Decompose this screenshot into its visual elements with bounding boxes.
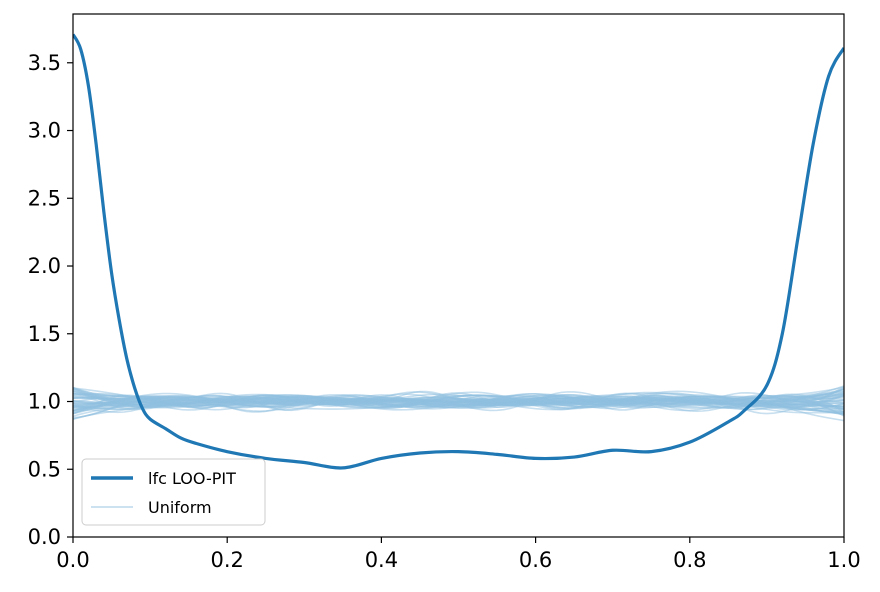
legend-box [81,458,266,526]
y-tick-label: 3.5 [28,51,61,75]
plot-frame [72,13,845,538]
y-tick-label: 1.0 [28,390,61,414]
y-tick-label: 2.0 [28,254,61,278]
x-tick-label: 1.0 [827,548,860,572]
x-tick-label: 0.0 [56,548,89,572]
y-tick-label: 2.5 [28,186,61,210]
series-lines [73,33,844,470]
y-tick-label: 3.0 [28,119,61,143]
y-tick-label: 0.5 [28,457,61,481]
y-tick-label: 1.5 [28,322,61,346]
x-tick-label: 0.4 [365,548,398,572]
y-axis: 0.0 0.5 1.0 1.5 2.0 2.5 3.0 3.5 [28,51,73,549]
uniform-lines [73,385,844,422]
uniform-line [73,394,844,410]
uniform-line [73,386,844,409]
series-line-lfc-loo-pit [73,33,844,470]
y-tick-label: 0.0 [28,525,61,549]
legend-label-uniform: Uniform [148,498,212,517]
x-tick-label: 0.6 [519,548,552,572]
x-tick-label: 0.2 [210,548,243,572]
x-tick-label: 0.8 [673,548,706,572]
legend-label-lfc-loo-pit: lfc LOO-PIT [148,469,236,488]
legend: lfc LOO-PIT Uniform [81,458,266,526]
x-axis: 0.0 0.2 0.4 0.6 0.8 1.0 [56,537,861,572]
